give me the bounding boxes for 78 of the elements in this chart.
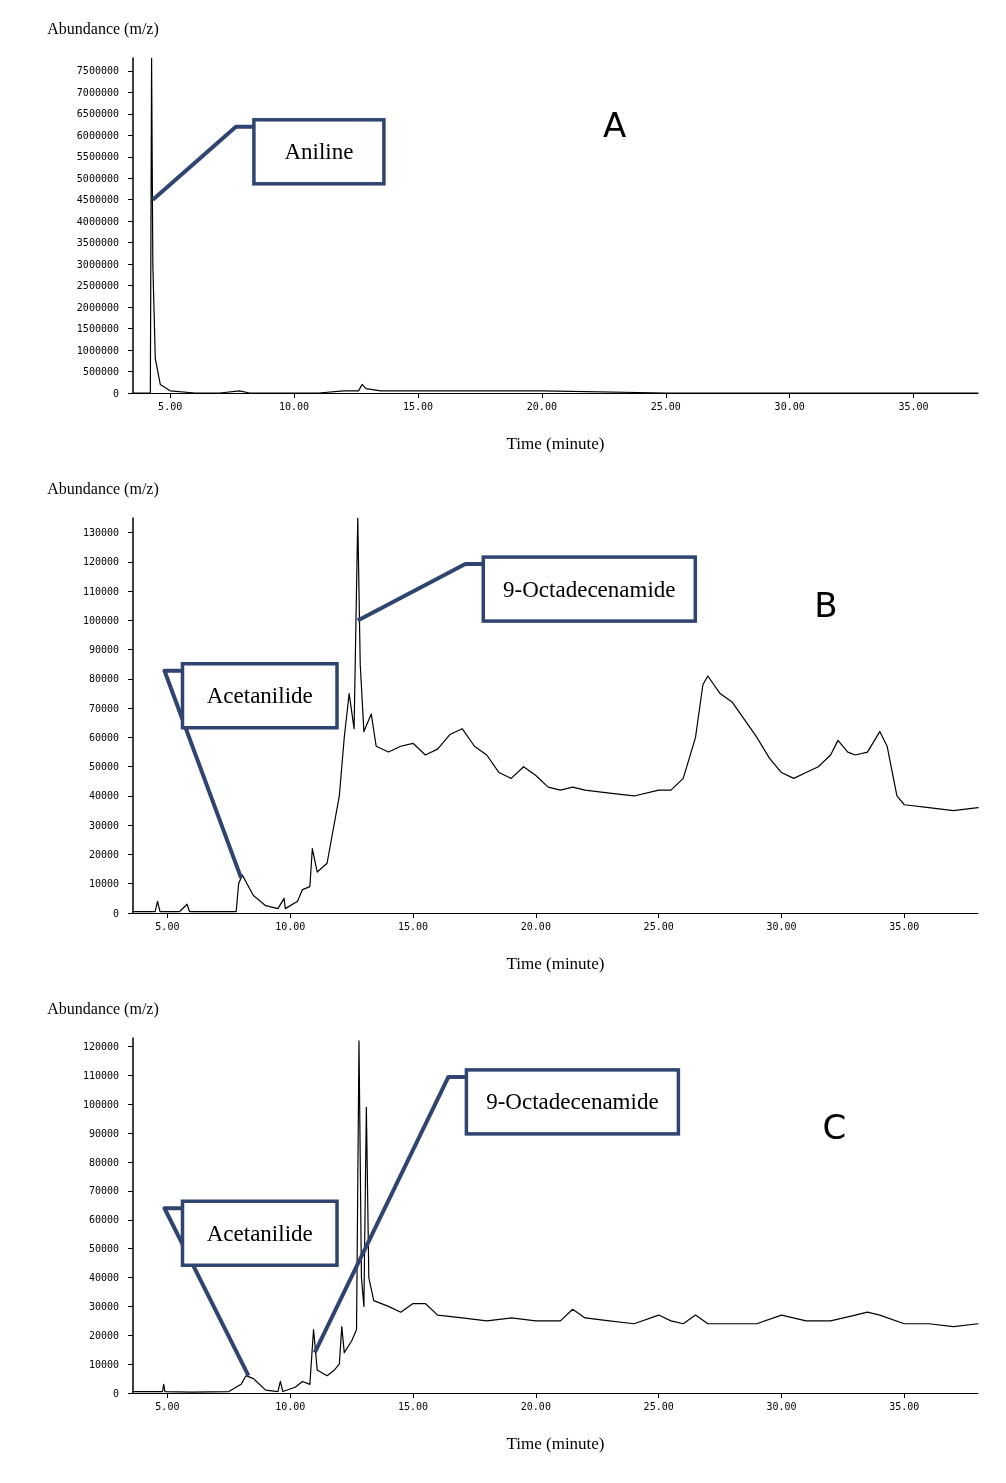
x-tick-label: 5.00 <box>158 400 183 412</box>
y-axis-title: Abundance (m/z) <box>47 479 159 498</box>
y-tick-label: 1000000 <box>76 344 119 356</box>
y-tick-label: 110000 <box>82 585 119 597</box>
x-axis-title: Time (minute) <box>506 954 605 973</box>
annotation: C <box>822 1106 847 1147</box>
x-tick-label: 5.00 <box>155 920 180 932</box>
y-tick-label: 30000 <box>88 819 119 831</box>
y-tick-label: 6500000 <box>76 108 119 120</box>
y-tick-label: 30000 <box>88 1300 119 1312</box>
y-tick-label: 60000 <box>88 731 119 743</box>
y-tick-label: 100000 <box>82 1098 119 1110</box>
y-tick-label: 0 <box>112 387 119 399</box>
x-tick-label: 35.00 <box>889 1400 920 1412</box>
y-tick-label: 60000 <box>88 1214 119 1226</box>
x-tick-label: 10.00 <box>275 1400 306 1412</box>
x-tick-label: 15.00 <box>402 400 434 412</box>
y-axis-title: Abundance (m/z) <box>47 19 159 38</box>
y-tick-label: 3500000 <box>76 237 119 249</box>
annotation: Acetanilide <box>206 683 313 709</box>
x-tick-label: 10.00 <box>279 400 310 412</box>
y-tick-label: 120000 <box>82 556 119 568</box>
x-tick-label: 30.00 <box>766 1400 797 1412</box>
annotation: Aniline <box>284 139 354 165</box>
y-tick-label: 70000 <box>88 702 119 714</box>
y-tick-label: 90000 <box>88 644 119 656</box>
y-axis-title: Abundance (m/z) <box>47 999 159 1018</box>
x-tick-label: 30.00 <box>766 920 797 932</box>
x-tick-label: 25.00 <box>643 1400 674 1412</box>
y-tick-label: 2000000 <box>76 301 119 313</box>
y-tick-label: 4500000 <box>76 194 119 206</box>
y-tick-label: 130000 <box>82 527 119 539</box>
y-tick-label: 2500000 <box>76 280 119 292</box>
y-tick-label: 7000000 <box>76 86 119 98</box>
y-tick-label: 0 <box>112 907 119 919</box>
y-tick-label: 70000 <box>88 1185 119 1197</box>
y-tick-label: 10000 <box>88 878 119 890</box>
y-tick-label: 40000 <box>88 790 119 802</box>
annotation: 9-Octadecenamide <box>503 576 676 602</box>
y-tick-label: 20000 <box>88 1329 119 1341</box>
annotation: Acetanilide <box>206 1220 313 1246</box>
x-tick-label: 30.00 <box>774 400 805 412</box>
x-tick-label: 5.00 <box>155 1400 180 1412</box>
y-tick-label: 5500000 <box>76 151 119 163</box>
x-tick-label: 20.00 <box>520 920 551 932</box>
x-tick-label: 35.00 <box>889 920 920 932</box>
annotation: 9-Octadecenamide <box>486 1089 659 1115</box>
y-tick-label: 3000000 <box>76 258 119 270</box>
x-tick-label: 20.00 <box>526 400 557 412</box>
y-tick-label: 80000 <box>88 1156 119 1168</box>
annotation: A <box>603 105 627 145</box>
x-tick-label: 10.00 <box>275 920 306 932</box>
x-tick-label: 35.00 <box>898 400 929 412</box>
x-tick-label: 15.00 <box>397 1400 429 1412</box>
y-tick-label: 120000 <box>82 1041 119 1053</box>
y-tick-label: 0 <box>112 1387 119 1399</box>
y-tick-label: 4000000 <box>76 215 119 227</box>
annotation: B <box>814 584 838 625</box>
y-tick-label: 500000 <box>82 366 119 378</box>
y-tick-label: 50000 <box>88 761 119 773</box>
y-tick-label: 100000 <box>82 614 119 626</box>
y-tick-label: 110000 <box>82 1070 119 1082</box>
x-tick-label: 20.00 <box>520 1400 551 1412</box>
y-tick-label: 10000 <box>88 1358 119 1370</box>
y-tick-label: 7500000 <box>76 65 119 77</box>
y-tick-label: 5000000 <box>76 172 119 184</box>
y-tick-label: 50000 <box>88 1243 119 1255</box>
y-tick-label: 80000 <box>88 673 119 685</box>
x-tick-label: 15.00 <box>397 920 429 932</box>
y-tick-label: 90000 <box>88 1127 119 1139</box>
x-axis-title: Time (minute) <box>506 434 605 453</box>
y-tick-label: 20000 <box>88 848 119 860</box>
x-tick-label: 25.00 <box>643 920 674 932</box>
x-axis-title: Time (minute) <box>506 1434 605 1453</box>
y-tick-label: 40000 <box>88 1272 119 1284</box>
y-tick-label: 6000000 <box>76 129 119 141</box>
x-tick-label: 25.00 <box>650 400 681 412</box>
y-tick-label: 1500000 <box>76 323 119 335</box>
